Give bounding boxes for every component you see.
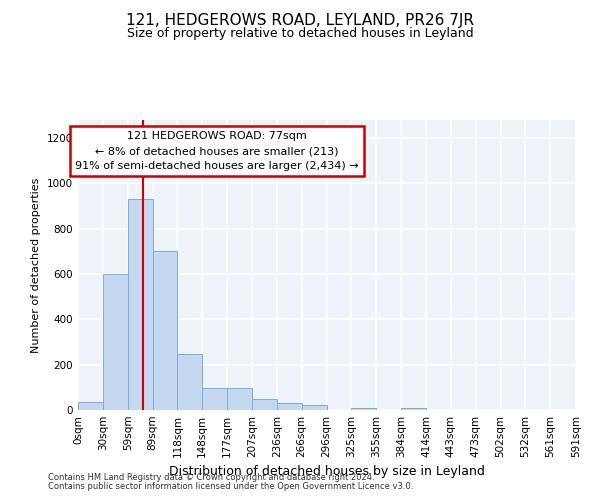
- Bar: [152, 252, 178, 410]
- Bar: [178, 354, 202, 410]
- Bar: [277, 403, 302, 410]
- Bar: [227, 388, 252, 410]
- Bar: [78, 402, 103, 410]
- Text: Size of property relative to detached houses in Leyland: Size of property relative to detached ho…: [127, 28, 473, 40]
- Bar: [401, 408, 426, 410]
- Bar: [352, 408, 376, 410]
- Text: Contains public sector information licensed under the Open Government Licence v3: Contains public sector information licen…: [48, 482, 413, 491]
- Bar: [252, 398, 277, 410]
- Bar: [302, 406, 326, 410]
- Text: 121 HEDGEROWS ROAD: 77sqm
← 8% of detached houses are smaller (213)
91% of semi-: 121 HEDGEROWS ROAD: 77sqm ← 8% of detach…: [75, 132, 359, 171]
- Text: 121, HEDGEROWS ROAD, LEYLAND, PR26 7JR: 121, HEDGEROWS ROAD, LEYLAND, PR26 7JR: [126, 12, 474, 28]
- Bar: [202, 388, 227, 410]
- Bar: [103, 274, 128, 410]
- Y-axis label: Number of detached properties: Number of detached properties: [31, 178, 41, 352]
- Text: Contains HM Land Registry data © Crown copyright and database right 2024.: Contains HM Land Registry data © Crown c…: [48, 473, 374, 482]
- Bar: [128, 200, 152, 410]
- X-axis label: Distribution of detached houses by size in Leyland: Distribution of detached houses by size …: [169, 466, 485, 478]
